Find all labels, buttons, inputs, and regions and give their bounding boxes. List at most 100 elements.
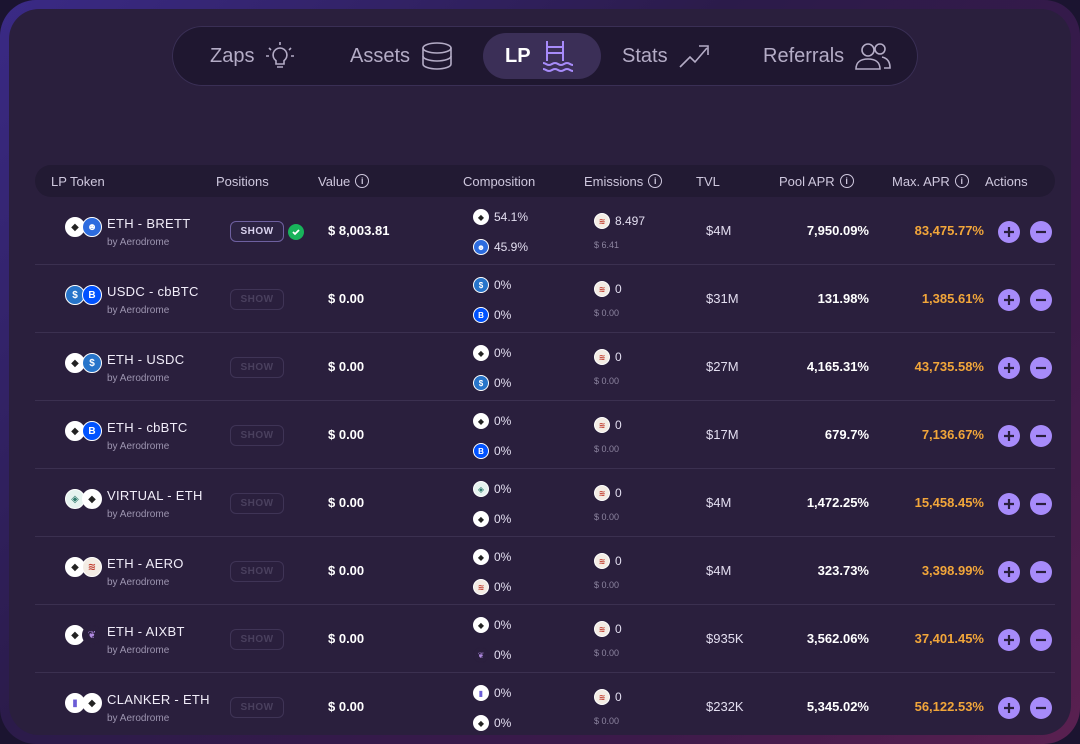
pool-apr-value: 323.73% [817,563,869,578]
composition-percent: 0% [494,686,512,700]
pair-source: by Aerodrome [107,441,170,452]
emission-value: 0 [615,622,622,636]
add-liquidity-button[interactable] [998,357,1020,379]
composition-item: ◆ 0% [473,715,511,731]
tvl-value: $31M [706,291,739,306]
remove-liquidity-button[interactable] [1030,561,1052,583]
header-composition: Composition [463,173,536,189]
show-position-button[interactable]: SHOW [230,221,284,242]
position-value: $ 0.00 [328,631,365,646]
add-liquidity-button[interactable] [998,493,1020,515]
composition-percent: 0% [494,618,512,632]
pair-source: by Aerodrome [107,713,170,724]
remove-liquidity-button[interactable] [1030,425,1052,447]
pool-apr-value: 7,950.09% [806,223,869,238]
show-position-button[interactable]: SHOW [230,289,284,310]
top-nav: Zaps Assets LP Stats [172,26,918,86]
plus-icon [1004,703,1014,713]
info-icon[interactable]: i [355,174,370,188]
users-icon [855,43,891,70]
emission-value: 0 [615,690,622,704]
show-position-button[interactable]: SHOW [230,425,284,446]
pair-source: by Aerodrome [107,645,170,656]
pair-source: by Aerodrome [107,237,170,248]
nav-item-stats[interactable]: Stats [612,33,720,79]
nav-item-zaps[interactable]: Zaps [200,33,306,79]
show-position-button[interactable]: SHOW [230,357,284,378]
show-position-button[interactable]: SHOW [230,493,284,514]
pair-source: by Aerodrome [107,509,170,520]
position-value: $ 0.00 [328,291,365,306]
emission-value: 0 [615,486,622,500]
remove-liquidity-button[interactable] [1030,493,1052,515]
remove-liquidity-button[interactable] [1030,629,1052,651]
nav-label-zaps: Zaps [210,44,255,67]
trend-up-icon [679,45,709,68]
composition-item: B 0% [473,307,511,323]
add-liquidity-button[interactable] [998,289,1020,311]
nav-item-assets[interactable]: Assets [340,33,464,79]
pair-source: by Aerodrome [107,577,170,588]
pair-name: USDC - cbBTC [107,284,199,299]
info-icon[interactable]: i [839,174,854,188]
plus-icon [1004,227,1014,237]
emission-amount: ≋ 0 [594,349,622,365]
remove-liquidity-button[interactable] [1030,697,1052,719]
table-row: $ B USDC - cbBTC by Aerodrome SHOW $ 0.0… [35,265,1055,333]
composition-percent: 0% [494,414,512,428]
cbbtc-icon: B [82,285,102,305]
lp-table: LP Token Positions Value i Composition Em… [35,165,1055,735]
aero-icon: ≋ [594,485,610,501]
add-liquidity-button[interactable] [998,221,1020,243]
emission-usd: $ 0.00 [594,444,620,454]
pair-name: ETH - USDC [107,352,185,367]
composition-percent: 0% [494,278,512,292]
minus-icon [1036,434,1046,438]
emission-value: 0 [615,554,622,568]
eth-icon: ◆ [82,693,102,713]
nav-label-referrals: Referrals [763,44,845,67]
add-liquidity-button[interactable] [998,697,1020,719]
plus-icon [1004,567,1014,577]
nav-item-referrals[interactable]: Referrals [753,33,902,79]
composition-percent: 0% [494,444,512,458]
minus-icon [1036,638,1046,642]
remove-liquidity-button[interactable] [1030,221,1052,243]
show-position-button[interactable]: SHOW [230,697,284,718]
minus-icon [1036,502,1046,506]
emission-amount: ≋ 0 [594,553,622,569]
table-row: ◆ $ ETH - USDC by Aerodrome SHOW $ 0.00 … [35,333,1055,401]
cbbtc-icon: B [82,421,102,441]
position-value: $ 8,003.81 [328,223,390,238]
info-icon[interactable]: i [648,174,663,188]
pair-icons: ◆ ≋ [65,557,105,577]
add-liquidity-button[interactable] [998,629,1020,651]
eth-icon: ◆ [473,413,489,429]
show-position-button[interactable]: SHOW [230,629,284,650]
position-value: $ 0.00 [328,359,365,374]
remove-liquidity-button[interactable] [1030,357,1052,379]
composition-item: $ 0% [473,277,511,293]
remove-liquidity-button[interactable] [1030,289,1052,311]
header-lp-token: LP Token [51,173,105,189]
tvl-value: $27M [706,359,739,374]
minus-icon [1036,230,1046,234]
nav-item-lp[interactable]: LP [483,33,601,79]
usdc-icon: $ [473,375,489,391]
max-apr-value: 37,401.45% [914,631,984,646]
add-liquidity-button[interactable] [998,561,1020,583]
emission-usd: $ 0.00 [594,512,620,522]
header-actions: Actions [985,173,1028,189]
aero-icon: ≋ [594,213,610,229]
info-icon[interactable]: i [954,174,969,188]
nav-label-stats: Stats [622,44,668,67]
composition-item: ▮ 0% [473,685,511,701]
header-max-apr: Max. APR i [892,165,969,197]
pool-apr-value: 4,165.31% [806,359,869,374]
coins-stack-icon [422,42,452,70]
tvl-value: $232K [706,699,744,714]
position-value: $ 0.00 [328,427,365,442]
composition-percent: 45.9% [494,240,529,254]
show-position-button[interactable]: SHOW [230,561,284,582]
add-liquidity-button[interactable] [998,425,1020,447]
